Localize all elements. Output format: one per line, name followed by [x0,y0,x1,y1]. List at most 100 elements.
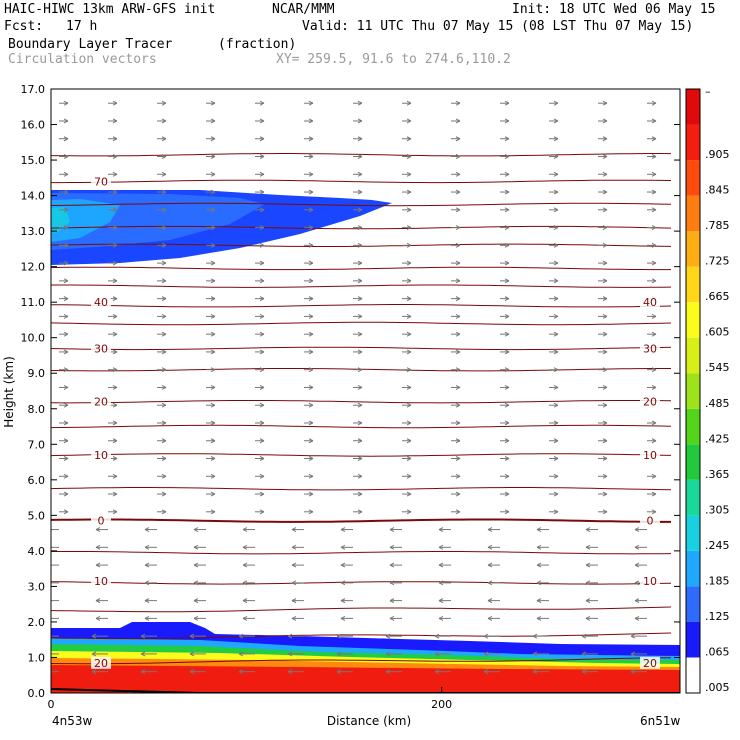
x-tick-label: 0 [48,698,55,711]
wind-vector-head [308,207,314,213]
circulation-vectors [43,100,657,675]
wind-vector-head [634,544,640,550]
wind-vector-head [602,296,608,302]
wind-vector-head [504,367,510,373]
wind-vector-head [602,100,608,106]
wind-vector-head [340,527,346,533]
colorbar-label: .485 [705,397,730,410]
wind-vector-head [602,491,608,497]
wind-vector-head [357,136,363,142]
wind-vector-head [389,580,395,586]
wind-vector-head [259,384,265,390]
wind-vector-head [357,384,363,390]
wind-vector-head [259,118,265,124]
wind-vector-head [340,544,346,550]
y-tick-label: 9.0 [28,367,46,380]
wind-vector-head [455,171,461,177]
colorbar-swatch [686,408,700,445]
wind-vector-head [95,562,101,568]
wind-vector-head [161,509,167,515]
wind-vector-head [487,562,493,568]
wind-vector-head [63,278,69,284]
wind-vector-head [532,651,538,657]
wind-vector-head [112,242,118,248]
wind-vector-head [630,669,636,675]
wind-vector-head [504,438,510,444]
wind-vector-head [651,473,657,479]
wind-vector-head [630,633,636,639]
wind-vector-head [585,527,591,533]
colorbar-label: .725 [705,255,730,268]
wind-vector-head [210,260,216,266]
wind-vector-head [406,242,412,248]
wind-vector-head [308,349,314,355]
wind-vector-head [238,633,244,639]
wind-vector-head [651,100,657,106]
wind-vector-head [308,136,314,142]
wind-vector-head [43,634,47,638]
wind-vector-head [434,651,440,657]
header-model: HAIC-HIWC 13km ARW-GFS init [4,2,216,17]
wind-vector-head [308,296,314,302]
wind-vector-head [189,633,195,639]
contour-label: 10 [643,575,657,588]
wind-vector-head [63,189,69,195]
wind-vector-head [553,242,559,248]
wind-vector-head [193,527,199,533]
wind-vector-head [504,296,510,302]
wind-vector-head [438,562,444,568]
wind-vector-head [504,225,510,231]
wind-vector-head [455,207,461,213]
wind-vector-head [406,331,412,337]
wind-vector-head [536,527,542,533]
wind-vector-head [487,527,493,533]
wind-vector-head [602,154,608,159]
wind-vector-head [602,473,608,479]
wind-vector-head [357,242,363,248]
wind-vector-head [455,136,461,142]
wind-vector-head [161,171,167,177]
wind-vector-head [161,473,167,479]
wind-vector-head [259,296,265,302]
wind-vector-head [308,118,314,124]
wind-vector-head [455,313,461,319]
contour-labels: 70 40 40 30 30 20 20 10 10 0 0 10 10 20 20 [91,175,660,670]
y-tick-label: 17.0 [21,83,46,96]
wind-vector-head [144,527,150,533]
contour-label: 20 [94,657,108,670]
header-init: Init: 18 UTC Wed 06 May 15 [512,2,716,17]
wind-vector-head [553,171,559,177]
contour-label: 30 [94,342,108,355]
wind-vector-head [434,669,440,675]
y-tick-label: 10.0 [21,332,46,345]
wind-vector-head [504,384,510,390]
wind-vector-head [112,207,118,213]
x-axis: 0 200 [48,687,452,711]
wind-vector-head [112,260,118,266]
wind-vector-head [259,473,265,479]
colorbar-swatch [686,479,700,516]
wind-vector-head [63,456,69,461]
colorbar-label: .365 [705,468,730,481]
wind-vector-head [483,633,489,639]
wind-vector-head [210,207,216,213]
wind-vector-head [259,367,265,373]
wind-vector-head [406,420,412,426]
wind-vector-head [51,545,52,550]
wind-vector-head [651,225,657,231]
wind-vector-head [536,598,542,604]
colorbar-label: .545 [705,361,730,374]
header-fcst-value: 17 h [66,19,98,34]
colorbar-swatch [686,89,700,125]
wind-vector-head [95,598,101,604]
colorbar-label: .425 [705,432,730,445]
wind-vector-head [259,154,265,159]
wind-vector-head [259,189,265,195]
contour-line [51,606,672,613]
wind-vector-head [161,154,167,159]
wind-vector-head [140,633,146,639]
wind-vector-head [406,473,412,479]
wind-vector-head [581,669,587,675]
wind-vector-head [112,384,118,390]
wind-vector-head [112,118,118,124]
